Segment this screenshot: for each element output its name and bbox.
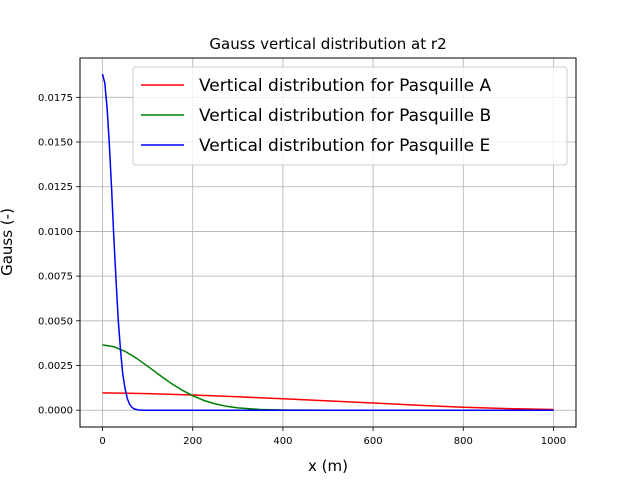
y-tick-label: 0.0075 (38, 272, 73, 283)
legend: Vertical distribution for Pasquille A Ver… (132, 66, 568, 166)
plot-frame (79, 57, 577, 428)
legend-label: Vertical distribution for Pasquille E (199, 136, 490, 156)
series-lines (101, 73, 554, 411)
series-line-2 (101, 73, 554, 411)
x-tick-label: 1000 (541, 436, 566, 447)
series-line-0 (102, 392, 554, 411)
x-tick-label: 400 (273, 436, 292, 447)
x-tick-label: 800 (454, 436, 473, 447)
y-tick-label: 0.0150 (38, 138, 73, 149)
y-tick-label: 0.0175 (38, 93, 73, 104)
x-tick-label: 0 (99, 436, 105, 447)
legend-box (132, 66, 568, 166)
chart-title: Gauss vertical distribution at r2 (209, 35, 446, 53)
x-axis-title: x (m) (308, 457, 348, 475)
y-axis-ticks: 0.0000 0.0025 0.0050 0.0075 0.0100 0.0125 0.01… (38, 93, 80, 417)
y-tick-label: 0.0100 (38, 227, 73, 238)
y-tick-label: 0.0000 (38, 406, 73, 417)
x-axis-ticks: 0 200 400 600 800 1000 (99, 427, 566, 447)
x-tick-label: 200 (183, 436, 202, 447)
legend-label: Vertical distribution for Pasquille B (199, 106, 491, 126)
y-axis-title: Gauss (-) (0, 208, 16, 276)
legend-label: Vertical distribution for Pasquille A (199, 76, 491, 96)
x-tick-label: 600 (364, 436, 383, 447)
y-tick-label: 0.0025 (38, 361, 73, 372)
y-tick-label: 0.0050 (38, 316, 73, 327)
y-tick-label: 0.0125 (38, 182, 73, 193)
